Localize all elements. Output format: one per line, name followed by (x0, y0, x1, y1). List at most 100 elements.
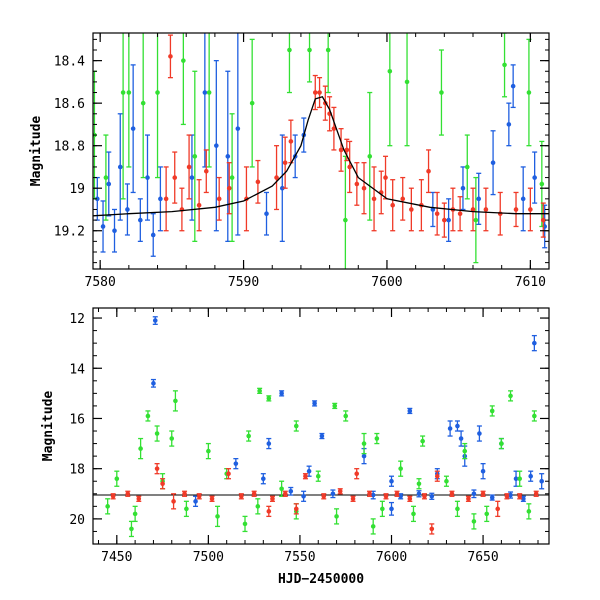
red-data-point (337, 488, 343, 495)
green-data-point (462, 442, 468, 460)
green-data-point (332, 402, 338, 410)
x-tick-label: 7580 (85, 275, 116, 290)
bottom-panel-frame (92, 307, 550, 545)
red-data-point (186, 134, 192, 200)
top-panel-axes: 7580 7590 7600 7610 18.4 18.6 18.8 19 19.2 (54, 33, 549, 290)
blue-data-point (112, 208, 118, 253)
blue-data-point (144, 134, 150, 221)
red-data-point (167, 34, 173, 79)
red-data-point (434, 191, 440, 236)
blue-data-point (454, 420, 460, 432)
red-data-point (533, 490, 539, 497)
y-tick-label: 12 (69, 312, 85, 327)
bottom-panel-axes: 7450 7500 7550 7600 7650 12 14 16 18 20 (69, 308, 549, 565)
blue-data-point (137, 198, 143, 243)
x-tick-label: 7550 (284, 550, 315, 565)
red-data-point (407, 495, 413, 502)
blue-data-point (279, 390, 285, 397)
red-data-point (527, 187, 533, 232)
red-data-point (293, 503, 299, 515)
bottom-panel-full-light-curve: 7450 7500 7550 7600 7650 12 14 16 18 20 Magnitude… (41, 307, 550, 587)
blue-data-point (389, 475, 395, 487)
y-tick-label: 16 (69, 412, 85, 427)
x-tick-label: 7650 (467, 550, 498, 565)
blue-data-point (157, 166, 163, 232)
red-data-point (449, 490, 455, 497)
green-data-point (205, 442, 211, 460)
green-data-point (443, 475, 449, 487)
red-data-point (255, 159, 261, 204)
green-data-point (508, 390, 514, 402)
green-data-point (398, 460, 404, 477)
green-data-point (105, 498, 111, 515)
green-data-point (242, 515, 248, 533)
red-data-point (312, 74, 318, 111)
green-data-point (531, 410, 537, 422)
green-data-point (473, 176, 479, 264)
red-data-point (282, 136, 288, 189)
blue-data-point (235, 33, 241, 236)
y-tick-label: 18.4 (54, 55, 85, 70)
red-data-point (354, 468, 360, 480)
blue-data-point (100, 200, 106, 253)
blue-data-point (117, 113, 123, 221)
red-data-point (317, 76, 323, 109)
green-data-point (367, 91, 373, 221)
red-data-point (465, 495, 471, 502)
x-tick-label: 7500 (193, 550, 224, 565)
red-data-point (429, 523, 435, 535)
red-data-point (251, 490, 257, 497)
top-panel-frame (92, 32, 550, 270)
blue-data-point (506, 102, 512, 147)
blue-data-point (260, 473, 266, 485)
green-data-point (374, 432, 380, 445)
green-data-point (454, 500, 460, 518)
blue-data-point (233, 457, 239, 470)
red-data-point (470, 187, 476, 232)
red-data-point (344, 138, 350, 162)
blue-data-point (531, 334, 537, 352)
red-data-point (269, 495, 275, 502)
red-data-point (125, 490, 131, 497)
green-data-point (206, 33, 212, 168)
blue-data-point (193, 495, 199, 507)
red-data-point (196, 179, 202, 232)
blue-data-point (130, 64, 136, 194)
red-data-point (350, 495, 356, 502)
green-data-point (471, 513, 477, 530)
green-data-point (255, 498, 261, 515)
blue-data-point (416, 490, 422, 498)
blue-data-point (510, 64, 516, 109)
red-data-point (196, 493, 202, 500)
green-data-point (370, 518, 376, 535)
red-data-point (517, 493, 523, 500)
green-data-point (172, 390, 178, 412)
green-data-point (410, 505, 416, 523)
red-data-point (347, 140, 353, 194)
x-tick-label: 7590 (228, 275, 259, 290)
x-tick-label: 7600 (371, 275, 402, 290)
red-data-point (421, 493, 427, 500)
y-tick-label: 19 (69, 182, 85, 197)
blue-data-point (476, 425, 482, 442)
blue-data-point (319, 432, 325, 440)
x-tick-label: 7600 (376, 550, 407, 565)
green-data-point (169, 430, 175, 447)
green-data-point (526, 38, 532, 147)
green-data-point (343, 410, 349, 422)
green-data-point (246, 430, 252, 442)
green-data-point (420, 435, 426, 447)
red-data-point (400, 176, 406, 221)
green-data-point (103, 134, 109, 221)
red-data-point (203, 149, 209, 194)
red-data-point (383, 493, 389, 500)
top-panel-zoomed-light-curve: 7580 7590 7600 7610 18.4 18.6 18.8 19 19.2 Magni… (29, 32, 550, 290)
blue-data-point (225, 70, 231, 243)
y-tick-label: 20 (69, 513, 85, 528)
red-data-point (266, 505, 272, 518)
blue-data-point (508, 491, 514, 499)
blue-data-point (480, 463, 486, 480)
red-data-point (160, 478, 166, 490)
blue-data-point (520, 166, 526, 232)
red-data-point (495, 500, 501, 518)
